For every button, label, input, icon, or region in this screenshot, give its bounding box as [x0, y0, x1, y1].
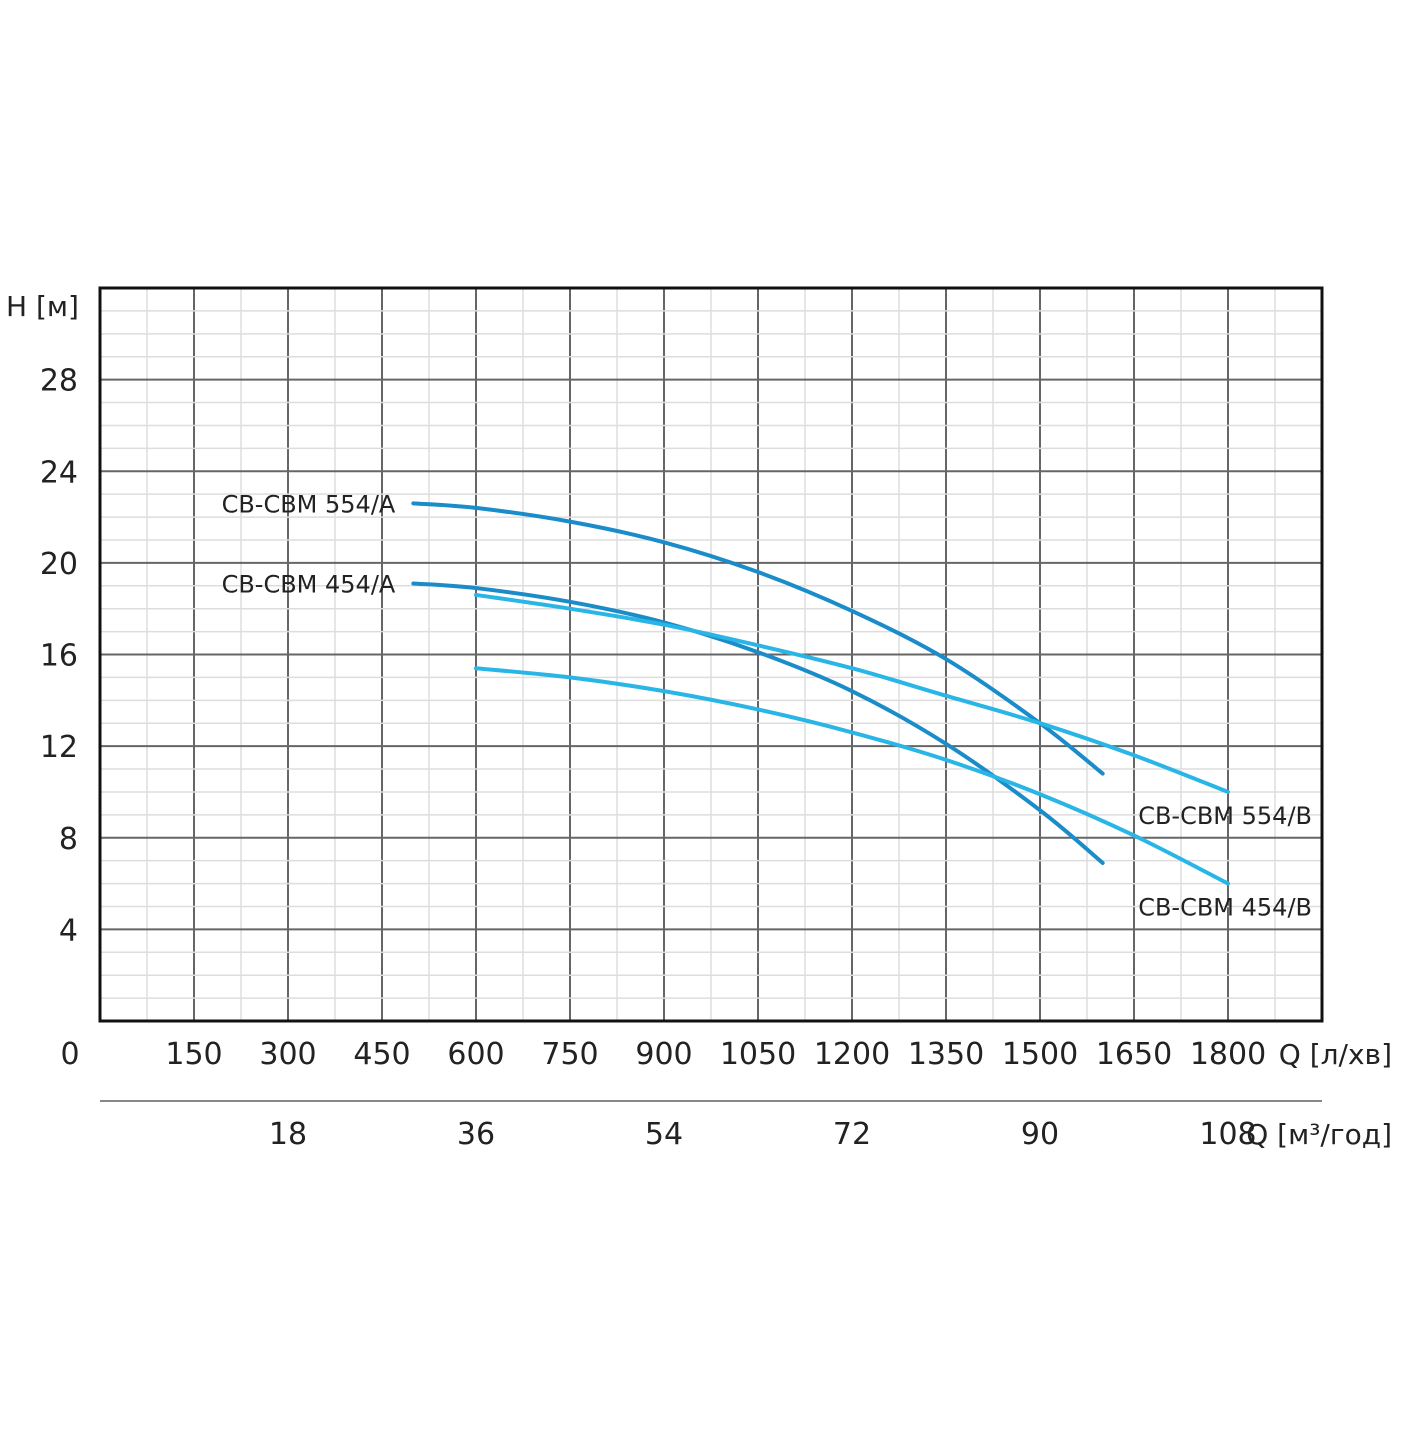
x-tick-label: 1800 — [1190, 1037, 1266, 1072]
x-tick-label: 150 — [165, 1037, 222, 1072]
x2-tick-label: 72 — [833, 1117, 871, 1152]
series-label: CB-CBM 554/B — [1138, 802, 1312, 830]
y-tick-label: 12 — [40, 730, 78, 765]
series-line — [474, 592, 1230, 794]
x-tick-label: 1500 — [1002, 1037, 1078, 1072]
x2-tick-label: 36 — [457, 1117, 495, 1152]
grid — [100, 288, 1322, 1021]
series-line — [411, 581, 1105, 865]
x2-tick-label: 108 — [1199, 1117, 1256, 1152]
x-tick-label: 600 — [447, 1037, 504, 1072]
series-label: CB-CBM 454/B — [1138, 894, 1312, 922]
labels: H [м] Q [л/хв] Q [м³/год] 0 — [6, 290, 1392, 1151]
series-line — [411, 501, 1105, 776]
y-tick-label: 24 — [40, 455, 78, 490]
x-tick-label: 750 — [541, 1037, 598, 1072]
y-tick-label: 20 — [40, 547, 78, 582]
x2-tick-label: 54 — [645, 1117, 683, 1152]
series-line — [474, 666, 1230, 886]
y-tick-label-zero: 0 — [60, 1037, 79, 1072]
y-axis-title: H [м] — [6, 290, 79, 323]
series-labels: CB-CBM 554/A CB-CBM 454/A CB-CBM 554/B CB-C… — [222, 490, 1312, 921]
x-tick-label: 1350 — [908, 1037, 984, 1072]
plot-frame — [98, 286, 1324, 1023]
x-tick-label: 300 — [259, 1037, 316, 1072]
x-tick-label: 1650 — [1096, 1037, 1172, 1072]
secondary-x-axis-title: Q [м³/год] — [1246, 1118, 1392, 1151]
curves — [411, 501, 1230, 886]
x-tick-label: 900 — [635, 1037, 692, 1072]
x-axis-title: Q [л/хв] — [1279, 1038, 1392, 1071]
series-label: CB-CBM 554/A — [222, 490, 396, 518]
y-tick-label: 4 — [59, 913, 78, 948]
x-tick-label: 450 — [353, 1037, 410, 1072]
y-tick-label: 16 — [40, 639, 78, 674]
x-tick-label: 1200 — [814, 1037, 890, 1072]
x2-tick-label: 90 — [1021, 1117, 1059, 1152]
y-tick-label: 8 — [59, 822, 78, 857]
series-label: CB-CBM 454/A — [222, 570, 396, 598]
x2-tick-label: 18 — [269, 1117, 307, 1152]
x-tick-label: 1050 — [720, 1037, 796, 1072]
y-tick-label: 28 — [40, 364, 78, 399]
